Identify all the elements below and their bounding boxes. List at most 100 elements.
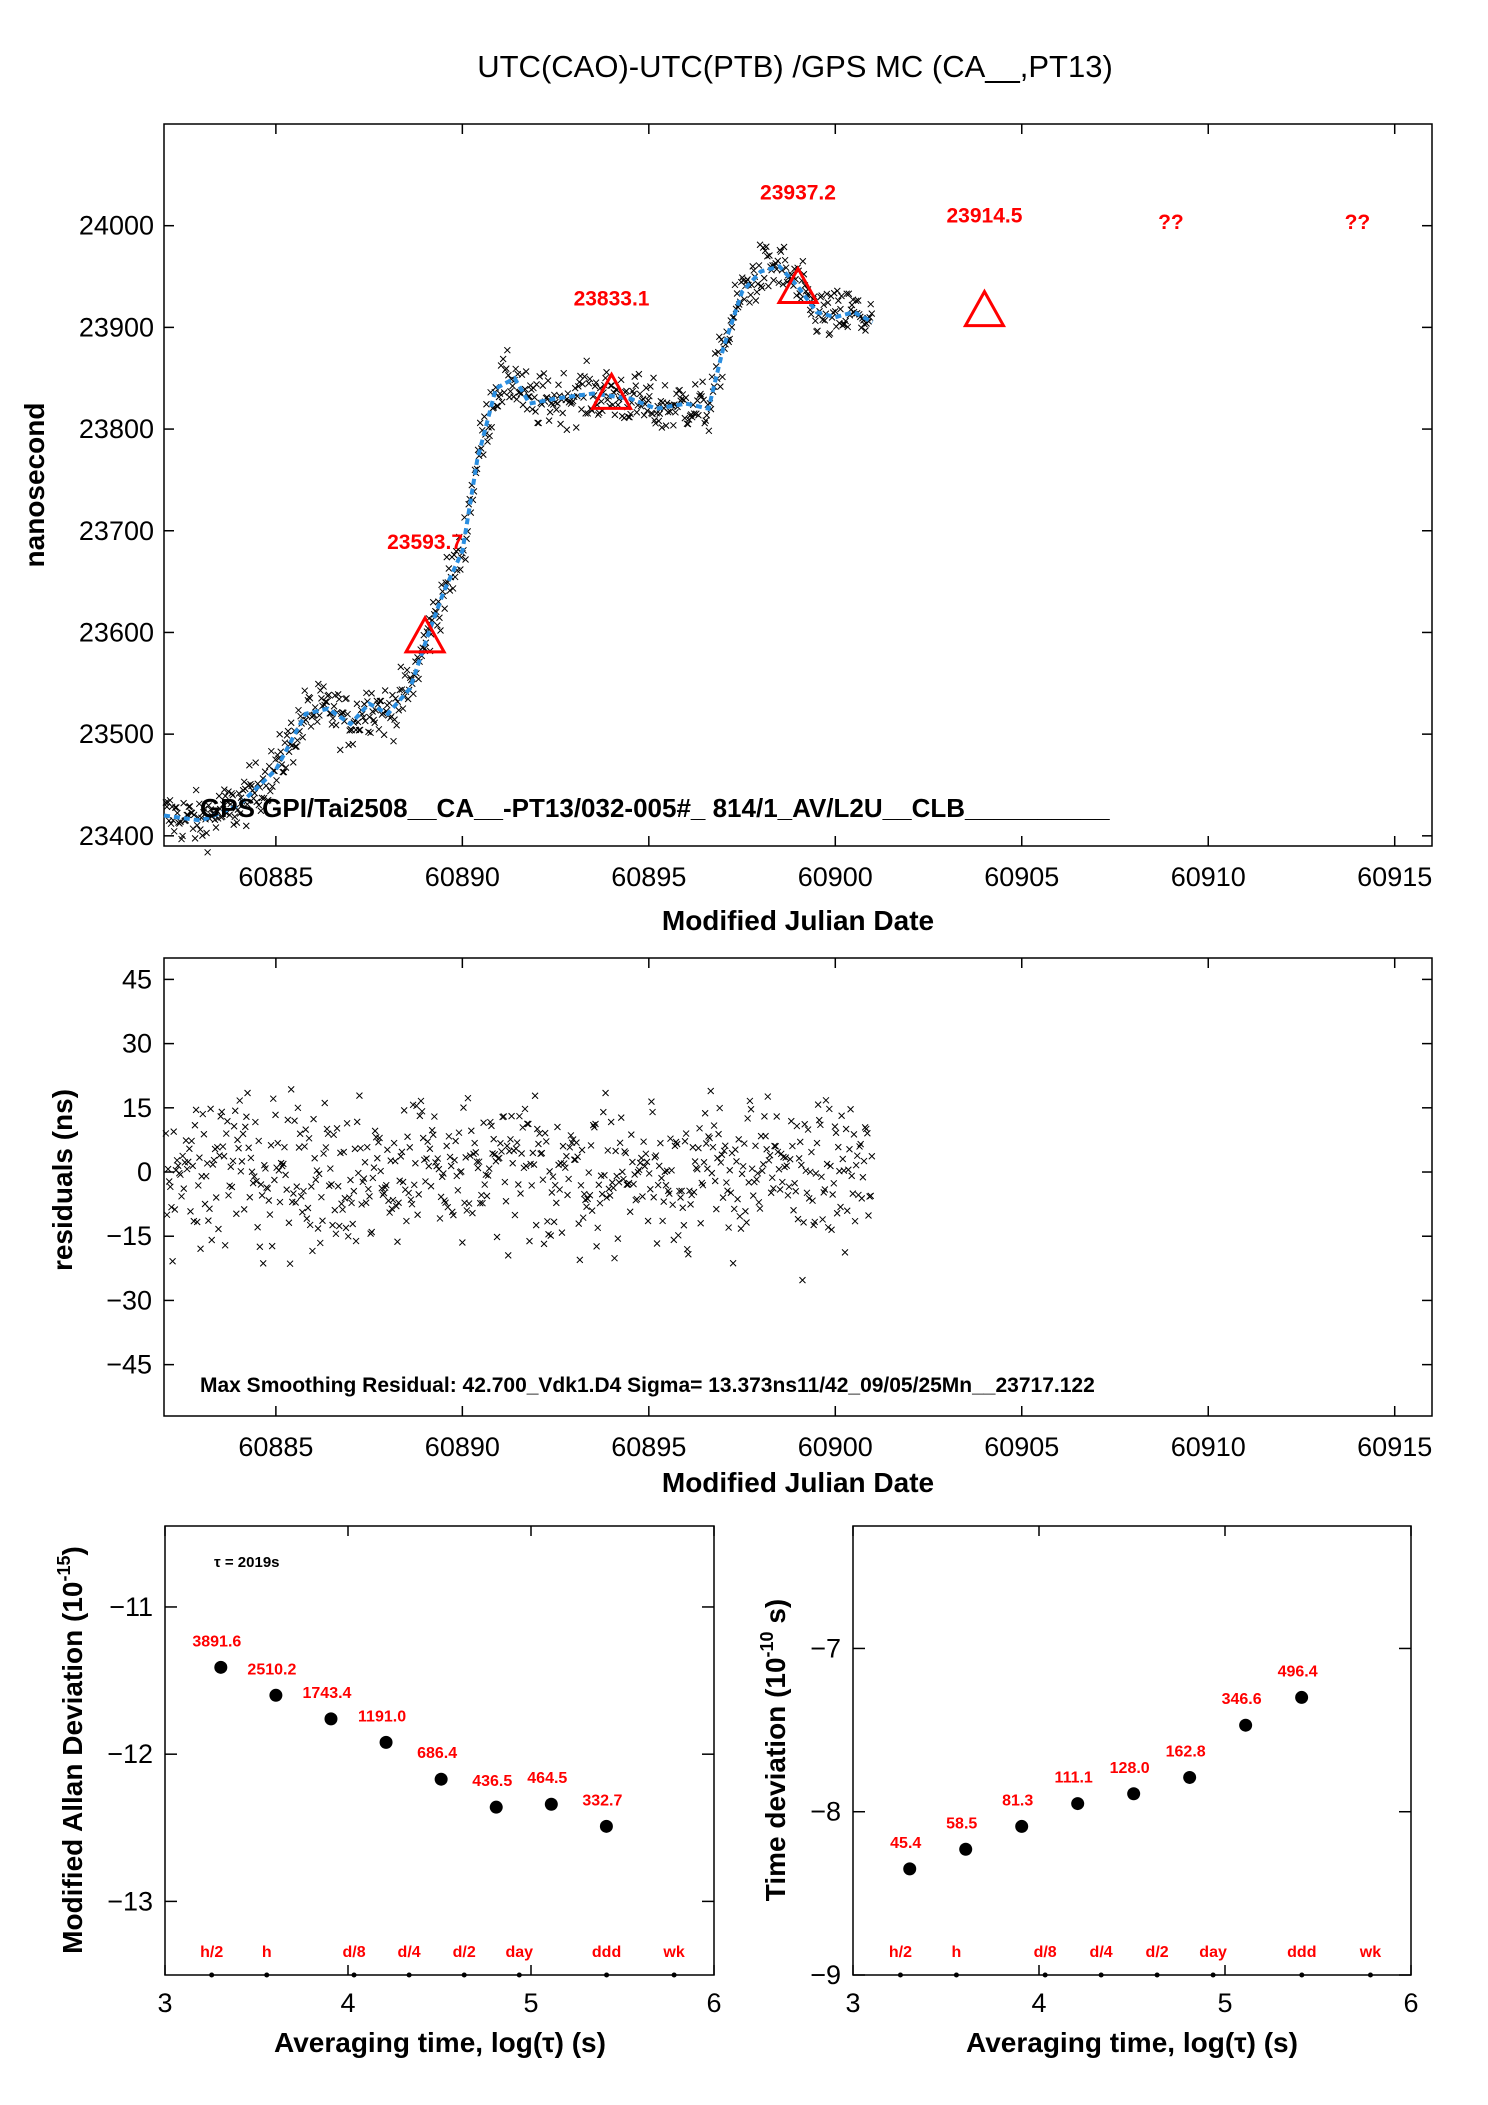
top-point [428,616,436,624]
top-point [344,710,351,718]
residual-point [166,1183,174,1191]
top-point [397,663,405,671]
residual-point [717,1159,725,1166]
residual-point [596,1199,604,1207]
residual-point [258,1192,266,1199]
residual-point [774,1148,782,1156]
tdev-x-tick-label: 5 [1217,1988,1232,2018]
residual-point [678,1187,685,1195]
residual-point [633,1195,641,1203]
tdev-point-label: 128.0 [1110,1760,1150,1777]
top-point [681,414,689,422]
top-point [585,379,593,387]
residual-point [700,1158,708,1166]
res-y-tick-label: 0 [137,1157,152,1187]
tdev-y-tick-label: −9 [810,1960,841,1990]
residual-point [450,1211,457,1219]
top-x-tick-label: 60900 [798,862,873,892]
residual-point [405,1189,413,1197]
top-point [780,243,788,251]
residual-point [316,1239,324,1247]
residual-point [189,1162,197,1170]
residual-point [519,1124,527,1131]
residual-point [282,1171,289,1179]
residual-point [384,1146,391,1154]
residual-point [467,1127,475,1135]
tdev-ref-tick [1210,1972,1216,1978]
residual-point [834,1143,842,1151]
residual-point [592,1120,599,1128]
tdev-y-axis: −7 −8 −9 [810,1633,1411,1990]
marker-value-label: 23833.1 [574,287,650,310]
res-y-tick-label: 45 [122,964,152,994]
residual-point [679,1204,687,1212]
top-point [195,800,203,808]
residual-point [808,1148,815,1156]
res-y-tick-label: 15 [122,1093,152,1123]
residual-point [476,1199,484,1207]
residual-point [262,1165,269,1172]
top-point [336,746,344,754]
residual-point [382,1181,390,1189]
residual-point [196,1154,203,1161]
top-point [821,317,829,324]
top-point [222,792,229,800]
top-point [213,807,221,815]
residual-point [206,1205,213,1213]
residual-point [246,1193,254,1201]
residual-point [812,1170,820,1177]
top-point [390,737,397,745]
top-point [797,295,805,303]
tdev-point-label: 346.6 [1222,1691,1262,1708]
residual-point [463,1207,471,1214]
residual-point [677,1194,684,1201]
top-point [173,809,181,817]
top-point [446,587,454,594]
top-point [781,256,789,264]
residual-point [388,1205,396,1213]
residual-point [710,1122,718,1129]
top-point [242,822,250,830]
residual-point [422,1178,429,1185]
residual-point [706,1134,713,1142]
residual-point [486,1118,494,1126]
top-point [672,408,679,416]
top-point [540,370,548,377]
residual-point [655,1162,663,1170]
residual-point [843,1207,851,1215]
residual-point [641,1162,649,1170]
residual-point [615,1178,623,1186]
top-point [375,725,383,733]
tdev-point-label: 162.8 [1166,1743,1206,1760]
residual-point [186,1145,193,1153]
top-y-tick-label: 23400 [79,821,154,851]
residual-point [386,1209,393,1216]
residual-point [844,1166,852,1174]
top-point [762,243,770,251]
residual-point [303,1215,311,1222]
res-x-tick-label: 60890 [425,1432,500,1462]
residual-point [780,1153,787,1161]
top-point [685,416,693,423]
residual-point [508,1112,515,1120]
residual-point [526,1237,533,1245]
residual-point [433,1162,440,1170]
top-point [486,432,493,440]
residual-point [509,1159,517,1167]
top-point [281,739,289,747]
top-point [650,374,657,382]
top-point [255,801,263,809]
mdev-ref-label: wk [662,1944,684,1961]
tdev-point-label: 81.3 [1002,1792,1033,1809]
residual-point [322,1144,330,1151]
top-point [479,451,487,458]
top-point [434,622,441,629]
top-point [583,357,591,365]
residual-point [183,1165,191,1173]
residual-point [580,1190,588,1198]
top-point [186,803,194,810]
residual-point [635,1166,643,1174]
top-point [380,731,388,739]
residual-point [620,1175,627,1183]
residual-point [560,1160,568,1167]
